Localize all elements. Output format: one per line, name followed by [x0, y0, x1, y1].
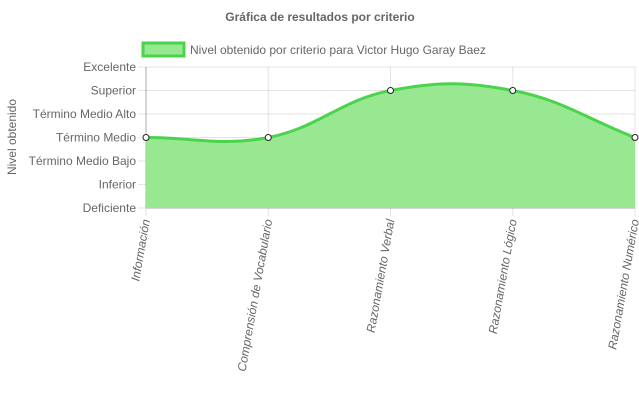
- x-tick-label: Razonamiento Lógico: [486, 218, 520, 335]
- x-tick-label: Razonamiento Verbal: [364, 218, 398, 334]
- y-tick-label: Deficiente: [83, 201, 137, 215]
- y-tick-label: Término Medio Alto: [33, 107, 137, 121]
- data-point: [631, 134, 639, 141]
- data-point: [387, 87, 394, 94]
- y-tick-label: Término Medio Bajo: [29, 154, 137, 168]
- legend-label: Nivel obtenido por criterio para Victor …: [190, 43, 486, 57]
- y-tick-label: Excelente: [83, 60, 136, 74]
- y-tick-label: Término Medio: [56, 131, 136, 145]
- x-tick-label: Información: [128, 218, 153, 282]
- y-tick-label: Inferior: [99, 178, 136, 192]
- y-axis-ticks: Deficiente Inferior Término Medio Bajo Térm…: [29, 60, 137, 215]
- series-area-fill: [146, 83, 635, 208]
- legend-swatch: [141, 41, 186, 58]
- x-axis-ticks: Información Comprensión de Vocabulario Raz…: [128, 218, 639, 373]
- data-point: [142, 134, 150, 141]
- series-area: [145, 82, 636, 208]
- data-point: [264, 134, 272, 141]
- data-points: [142, 87, 639, 141]
- data-point: [509, 87, 517, 94]
- x-tick-label: Comprensión de Vocabulario: [235, 218, 276, 373]
- legend[interactable]: Nivel obtenido por criterio para Victor …: [141, 41, 486, 58]
- y-axis-title: Nivel obtenido: [5, 99, 19, 175]
- x-tick-label: Razonamiento Numérico: [605, 218, 639, 351]
- y-tick-label: Superior: [91, 84, 136, 98]
- chart-title: Gráfica de resultados por criterio: [225, 10, 414, 24]
